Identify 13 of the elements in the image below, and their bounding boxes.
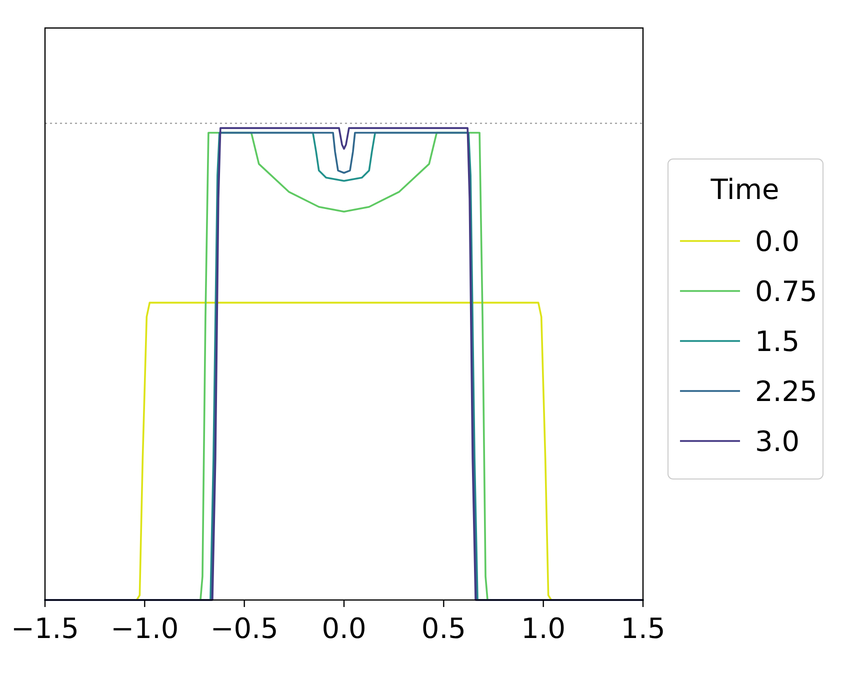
legend-label: 1.5 bbox=[755, 325, 800, 358]
legend-label: 2.25 bbox=[755, 375, 818, 408]
legend-label: 0.75 bbox=[755, 275, 818, 308]
x-tick-label: 0.0 bbox=[322, 612, 366, 645]
x-tick-label: 1.5 bbox=[620, 612, 666, 645]
x-tick-label: 0.5 bbox=[421, 612, 466, 645]
x-tick-label: −0.5 bbox=[210, 612, 278, 645]
legend-title: Time bbox=[710, 173, 780, 206]
legend-label: 0.0 bbox=[755, 225, 800, 258]
x-tick-label: −1.0 bbox=[110, 612, 179, 645]
legend-label: 3.0 bbox=[755, 425, 800, 458]
x-tick-label: 1.0 bbox=[521, 612, 566, 645]
x-tick-label: −1.5 bbox=[11, 612, 79, 645]
